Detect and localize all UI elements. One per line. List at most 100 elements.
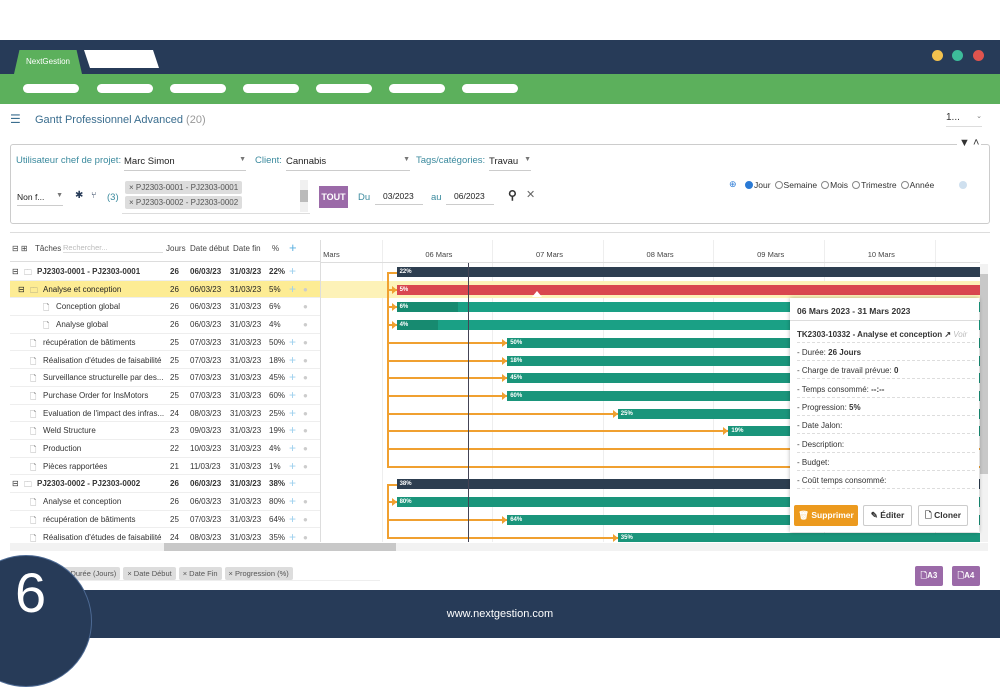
scale-option-année[interactable]: Année xyxy=(900,180,934,190)
page-select[interactable]: 1... ⌄ xyxy=(946,112,982,127)
add-subtask-icon[interactable]: + xyxy=(289,281,297,296)
gantt-bar[interactable]: 35% xyxy=(617,532,980,542)
scale-option-jour[interactable]: Jour xyxy=(745,180,771,190)
search-icon[interactable]: ⚲ xyxy=(508,188,517,202)
comment-icon[interactable]: ● xyxy=(303,461,308,471)
add-subtask-icon[interactable]: + xyxy=(289,441,297,455)
collapse-icon[interactable]: ⊟ xyxy=(18,284,25,294)
table-row[interactable]: 🗋 Analyse et conception 26 06/03/23 31/03/23… xyxy=(10,493,320,511)
scale-option-semaine[interactable]: Semaine xyxy=(774,180,817,190)
date-to-input[interactable]: 06/2023 xyxy=(446,191,494,205)
comment-icon[interactable]: ● xyxy=(303,532,308,542)
clear-icon[interactable]: ✕ xyxy=(526,189,536,201)
maximize-dot[interactable] xyxy=(952,50,963,61)
add-subtask-icon[interactable]: + xyxy=(289,476,297,491)
gantt-bar[interactable]: 6% xyxy=(396,302,980,313)
gantt-bar[interactable]: 64% xyxy=(507,514,980,525)
minimize-dot[interactable] xyxy=(932,50,943,61)
progress-drag-handle[interactable] xyxy=(531,290,542,297)
gantt-bar[interactable]: 4% xyxy=(396,320,980,331)
comment-icon[interactable]: ● xyxy=(303,373,308,383)
menu-item[interactable] xyxy=(316,84,372,93)
add-subtask-icon[interactable]: + xyxy=(289,387,297,402)
gantt-bar[interactable]: 5% xyxy=(396,284,980,295)
edit-button[interactable]: ✎ Éditer xyxy=(863,505,912,526)
menu-item[interactable] xyxy=(23,84,79,93)
menu-item[interactable] xyxy=(97,84,153,93)
add-subtask-icon[interactable]: + xyxy=(289,423,297,438)
dependency-icon[interactable]: ⑂ xyxy=(91,190,97,200)
voir-link[interactable]: Voir xyxy=(953,330,968,339)
external-link-icon[interactable]: ↗ xyxy=(944,330,952,339)
add-subtask-icon[interactable]: + xyxy=(289,352,297,367)
delete-button[interactable]: 🗑 Supprimer xyxy=(794,505,858,526)
table-row[interactable]: 🗋 Réalisation d'études de faisabilité 25 07… xyxy=(10,352,320,370)
add-subtask-icon[interactable]: + xyxy=(289,529,297,544)
radio-button[interactable] xyxy=(900,181,909,189)
export-columns[interactable]: × Durée (Jours) × Date Début × Date Fin × P… xyxy=(60,567,380,581)
radio-button[interactable] xyxy=(774,181,783,189)
table-row[interactable]: ⊟ 🗀 Analyse et conception 26 06/03/23 31/03/2… xyxy=(10,280,320,299)
gantt-bar[interactable]: 80% xyxy=(396,497,980,508)
radio-button[interactable] xyxy=(852,181,861,189)
chef-select[interactable]: Marc Simon ▼ xyxy=(124,156,246,171)
gantt-bar[interactable]: 18% xyxy=(507,355,980,366)
table-row[interactable]: 🗋 Purchase Order for InsMotors 25 07/03/23 3… xyxy=(10,387,320,405)
table-row[interactable]: 🗋 récupération de bâtiments 25 07/03/23 31/0… xyxy=(10,334,320,352)
gantt-bar[interactable]: 60% xyxy=(507,390,980,401)
table-row[interactable]: ⊟ 🗀 PJ2303-0002 - PJ2303-0002 26 06/03/23 31/… xyxy=(10,475,320,494)
table-row[interactable]: 🗋 Evaluation de l'impact des infras... 24 0… xyxy=(10,405,320,423)
filter-collapse-icon[interactable]: ▼ ˄ xyxy=(957,137,982,149)
menu-item[interactable] xyxy=(170,84,226,93)
add-subtask-icon[interactable]: + xyxy=(289,264,297,278)
comment-icon[interactable]: ● xyxy=(303,408,308,418)
comment-icon[interactable]: ● xyxy=(303,337,308,347)
comment-icon[interactable]: ● xyxy=(303,426,308,436)
table-row[interactable]: 🗋 Weld Structure 23 09/03/23 31/03/23 19% + ● xyxy=(10,422,320,440)
project-multiselect[interactable]: × PJ2303-0001 - PJ2303-0001 × PJ2303-000… xyxy=(122,180,310,214)
table-row[interactable]: 🗋 Analyse global 26 06/03/23 31/03/23 4% ● xyxy=(10,316,320,334)
collapse-icon[interactable]: ⊟ xyxy=(12,267,19,276)
add-subtask-icon[interactable]: + xyxy=(289,334,297,349)
add-subtask-icon[interactable]: + xyxy=(289,511,297,526)
comment-icon[interactable]: ● xyxy=(303,514,308,524)
gear-icon[interactable]: ✱ xyxy=(75,190,84,201)
gantt-bar[interactable]: 22% xyxy=(396,267,980,277)
export-column-tag[interactable]: × Date Début xyxy=(123,567,176,580)
comment-icon[interactable]: ● xyxy=(303,320,308,330)
export-column-tag[interactable]: × Date Fin xyxy=(178,567,222,580)
close-dot[interactable] xyxy=(973,50,984,61)
multiselect-scrollbar[interactable] xyxy=(300,180,308,212)
gantt-bar[interactable]: 38% xyxy=(396,479,980,490)
add-subtask-icon[interactable]: + xyxy=(289,494,297,509)
add-subtask-icon[interactable]: + xyxy=(289,458,297,473)
vertical-scrollbar[interactable] xyxy=(980,264,988,542)
comment-icon[interactable]: ● xyxy=(303,390,308,400)
task-search-input[interactable]: Rechercher... xyxy=(63,243,163,253)
comment-icon[interactable]: ● xyxy=(303,284,308,294)
gantt-bar[interactable]: 45% xyxy=(507,373,980,384)
table-row[interactable]: 🗋 Surveillance structurelle par des... 25 0… xyxy=(10,369,320,387)
project-tag[interactable]: × PJ2303-0002 - PJ2303-0002 xyxy=(125,196,243,209)
comment-icon[interactable]: ● xyxy=(303,497,308,507)
add-task-icon[interactable]: + xyxy=(289,240,297,255)
table-row[interactable]: 🗋 Production 22 10/03/23 31/03/23 4% + ● xyxy=(10,440,320,458)
project-tag[interactable]: × PJ2303-0001 - PJ2303-0001 xyxy=(125,181,243,194)
scale-option-mois[interactable]: Mois xyxy=(821,180,848,190)
menu-item[interactable] xyxy=(243,84,299,93)
zoom-icon[interactable]: ⊕ xyxy=(729,179,737,189)
clone-button[interactable]: 🗋 Cloner xyxy=(918,505,968,526)
tab-nextgestion[interactable]: NextGestion xyxy=(14,50,82,74)
collapse-all-icon[interactable]: ⊟ ⊞ xyxy=(12,244,28,253)
table-row[interactable]: 🗋 Pièces rapportées 21 11/03/23 31/03/23 1% + ● xyxy=(10,458,320,476)
export-column-tag[interactable]: × Progression (%) xyxy=(224,567,293,580)
date-from-input[interactable]: 03/2023 xyxy=(375,191,423,205)
status-select[interactable]: Non f... ▼ xyxy=(17,192,63,206)
add-subtask-icon[interactable]: + xyxy=(289,405,297,420)
export-a4-button[interactable]: 🗋A4 xyxy=(952,566,980,586)
gantt-bar[interactable]: 50% xyxy=(507,337,980,348)
collapse-icon[interactable]: ⊟ xyxy=(12,479,19,489)
table-row[interactable]: 🗋 récupération de bâtiments 25 07/03/23 31/0… xyxy=(10,511,320,529)
comment-icon[interactable]: ● xyxy=(303,302,308,312)
export-a3-button[interactable]: 🗋A3 xyxy=(915,566,943,586)
